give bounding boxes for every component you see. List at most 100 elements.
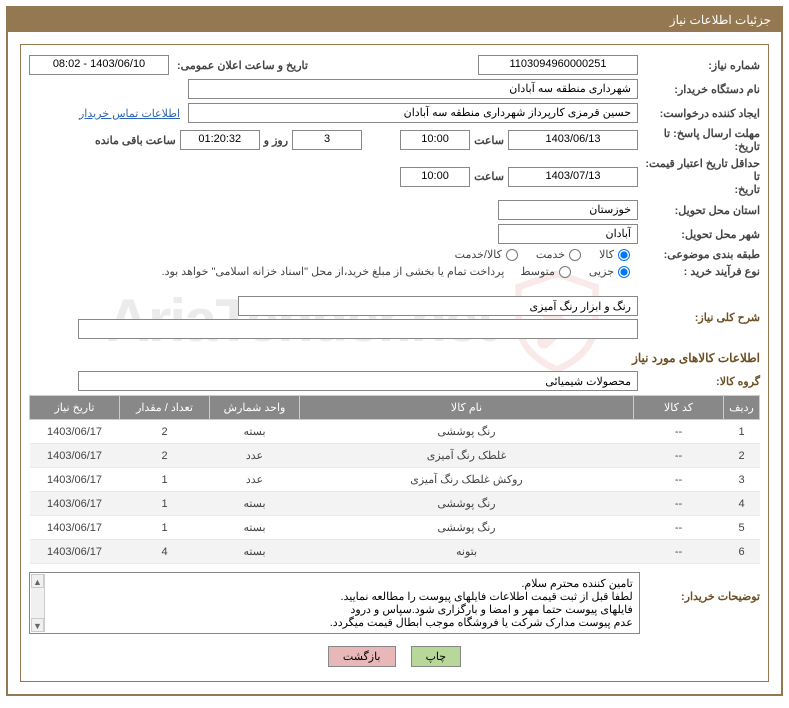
- table-cell: --: [634, 540, 724, 564]
- counter: 01:20:32: [180, 130, 260, 150]
- radio-partial[interactable]: جزیی: [589, 265, 630, 278]
- row-requester: ایجاد کننده درخواست: حسین قرمزی کارپرداز…: [29, 103, 760, 123]
- table-cell: 1403/06/17: [30, 516, 120, 540]
- buyer-value: شهرداری منطقه سه آبادان: [188, 79, 638, 99]
- table-cell: 2: [120, 420, 210, 444]
- table-cell: عدد: [210, 468, 300, 492]
- city-label: شهر محل تحویل:: [642, 228, 760, 241]
- table-row: 4--رنگ پوششیبسته11403/06/17: [30, 492, 760, 516]
- table-cell: 1403/06/17: [30, 492, 120, 516]
- requester-value: حسین قرمزی کارپرداز شهرداری منطقه سه آبا…: [188, 103, 638, 123]
- row-need-number: شماره نیاز: 1103094960000251 تاریخ و ساع…: [29, 55, 760, 75]
- radio-service-input[interactable]: [569, 249, 581, 261]
- scroll-up-icon[interactable]: ▲: [31, 574, 44, 588]
- buyer-notes-label: توضیحات خریدار:: [644, 572, 760, 603]
- validity-date: 1403/07/13: [508, 167, 638, 187]
- time-label-1: ساعت: [474, 134, 504, 147]
- table-header: تاریخ نیاز: [30, 396, 120, 420]
- buyer-notes-text: تامین کننده محترم سلام. لطفا قبل از ثبت …: [36, 577, 633, 629]
- summary-label: شرح کلی نیاز:: [642, 311, 760, 324]
- table-header: نام کالا: [300, 396, 634, 420]
- table-cell: روکش غلطک رنگ آمیزی: [300, 468, 634, 492]
- buyer-label: نام دستگاه خریدار:: [642, 83, 760, 96]
- table-cell: 1: [120, 516, 210, 540]
- buyer-notes-box: تامین کننده محترم سلام. لطفا قبل از ثبت …: [29, 572, 640, 634]
- requester-label: ایجاد کننده درخواست:: [642, 107, 760, 120]
- table-cell: --: [634, 468, 724, 492]
- button-row: چاپ بازگشت: [29, 646, 760, 667]
- scrollbar[interactable]: ▲ ▼: [31, 574, 45, 632]
- header-bar: جزئیات اطلاعات نیاز: [8, 8, 781, 32]
- payment-note: پرداخت تمام یا بخشی از مبلغ خرید،از محل …: [162, 265, 505, 278]
- scroll-down-icon[interactable]: ▼: [31, 618, 44, 632]
- table-cell: بتونه: [300, 540, 634, 564]
- summary-input-2[interactable]: [78, 319, 638, 339]
- group-label: گروه کالا:: [642, 375, 760, 388]
- table-cell: --: [634, 492, 724, 516]
- table-cell: 1403/06/17: [30, 468, 120, 492]
- table-cell: --: [634, 420, 724, 444]
- table-header: واحد شمارش: [210, 396, 300, 420]
- summary-input[interactable]: [238, 296, 638, 316]
- row-buyer-notes: توضیحات خریدار: تامین کننده محترم سلام. …: [29, 572, 760, 634]
- table-cell: 1: [120, 468, 210, 492]
- counter-suffix: ساعت باقی مانده: [95, 134, 176, 147]
- table-cell: 2: [120, 444, 210, 468]
- table-row: 3--روکش غلطک رنگ آمیزیعدد11403/06/17: [30, 468, 760, 492]
- table-cell: 4: [120, 540, 210, 564]
- announce-value: 1403/06/10 - 08:02: [29, 55, 169, 75]
- deadline-time: 10:00: [400, 130, 470, 150]
- validity-time: 10:00: [400, 167, 470, 187]
- table-cell: بسته: [210, 540, 300, 564]
- radio-goods[interactable]: کالا: [599, 248, 630, 261]
- row-group: گروه کالا:: [29, 371, 760, 391]
- table-cell: 1403/06/17: [30, 540, 120, 564]
- table-header: کد کالا: [634, 396, 724, 420]
- row-validity: حداقل تاریخ اعتبار قیمت: تا تاریخ: 1403/…: [29, 157, 760, 196]
- table-cell: رنگ پوششی: [300, 420, 634, 444]
- table-cell: رنگ پوششی: [300, 492, 634, 516]
- need-number-value: 1103094960000251: [478, 55, 638, 75]
- radio-both-input[interactable]: [506, 249, 518, 261]
- radio-both[interactable]: کالا/خدمت: [455, 248, 518, 261]
- table-cell: 5: [724, 516, 760, 540]
- table-cell: 2: [724, 444, 760, 468]
- deadline-label1: مهلت ارسال پاسخ: تا: [642, 127, 760, 140]
- print-button[interactable]: چاپ: [411, 646, 462, 667]
- radio-medium[interactable]: متوسط: [520, 265, 571, 278]
- row-city: شهر محل تحویل: آبادان: [29, 224, 760, 244]
- province-label: استان محل تحویل:: [642, 204, 760, 217]
- days-value: 3: [292, 130, 362, 150]
- table-cell: 6: [724, 540, 760, 564]
- province-value: خوزستان: [498, 200, 638, 220]
- announce-label: تاریخ و ساعت اعلان عمومی:: [177, 59, 308, 72]
- radio-medium-input[interactable]: [559, 266, 571, 278]
- items-table: ردیفکد کالانام کالاواحد شمارشتعداد / مقد…: [29, 395, 760, 564]
- radio-service[interactable]: خدمت: [536, 248, 581, 261]
- table-row: 5--رنگ پوششیبسته11403/06/17: [30, 516, 760, 540]
- deadline-label2: تاریخ:: [642, 140, 760, 153]
- contact-link[interactable]: اطلاعات تماس خریدار: [79, 107, 180, 120]
- days-unit: روز و: [264, 134, 288, 147]
- table-cell: بسته: [210, 516, 300, 540]
- table-row: 6--بتونهبسته41403/06/17: [30, 540, 760, 564]
- page-title: جزئیات اطلاعات نیاز: [670, 13, 771, 27]
- items-section-title: اطلاعات کالاهای مورد نیاز: [29, 351, 760, 365]
- validity-label2: تاریخ:: [642, 183, 760, 196]
- table-cell: بسته: [210, 492, 300, 516]
- back-button[interactable]: بازگشت: [328, 646, 396, 667]
- need-number-label: شماره نیاز:: [642, 59, 760, 72]
- table-cell: --: [634, 516, 724, 540]
- row-summary: شرح کلی نیاز:: [29, 296, 760, 339]
- buy-type-label: نوع فرآیند خرید :: [642, 265, 760, 278]
- radio-partial-input[interactable]: [618, 266, 630, 278]
- table-row: 1--رنگ پوششیبسته21403/06/17: [30, 420, 760, 444]
- table-cell: 4: [724, 492, 760, 516]
- radio-goods-input[interactable]: [618, 249, 630, 261]
- table-header: تعداد / مقدار: [120, 396, 210, 420]
- table-cell: بسته: [210, 420, 300, 444]
- category-label: طبقه بندی موضوعی:: [642, 248, 760, 261]
- group-input[interactable]: [78, 371, 638, 391]
- table-cell: 3: [724, 468, 760, 492]
- row-buyer: نام دستگاه خریدار: شهرداری منطقه سه آباد…: [29, 79, 760, 99]
